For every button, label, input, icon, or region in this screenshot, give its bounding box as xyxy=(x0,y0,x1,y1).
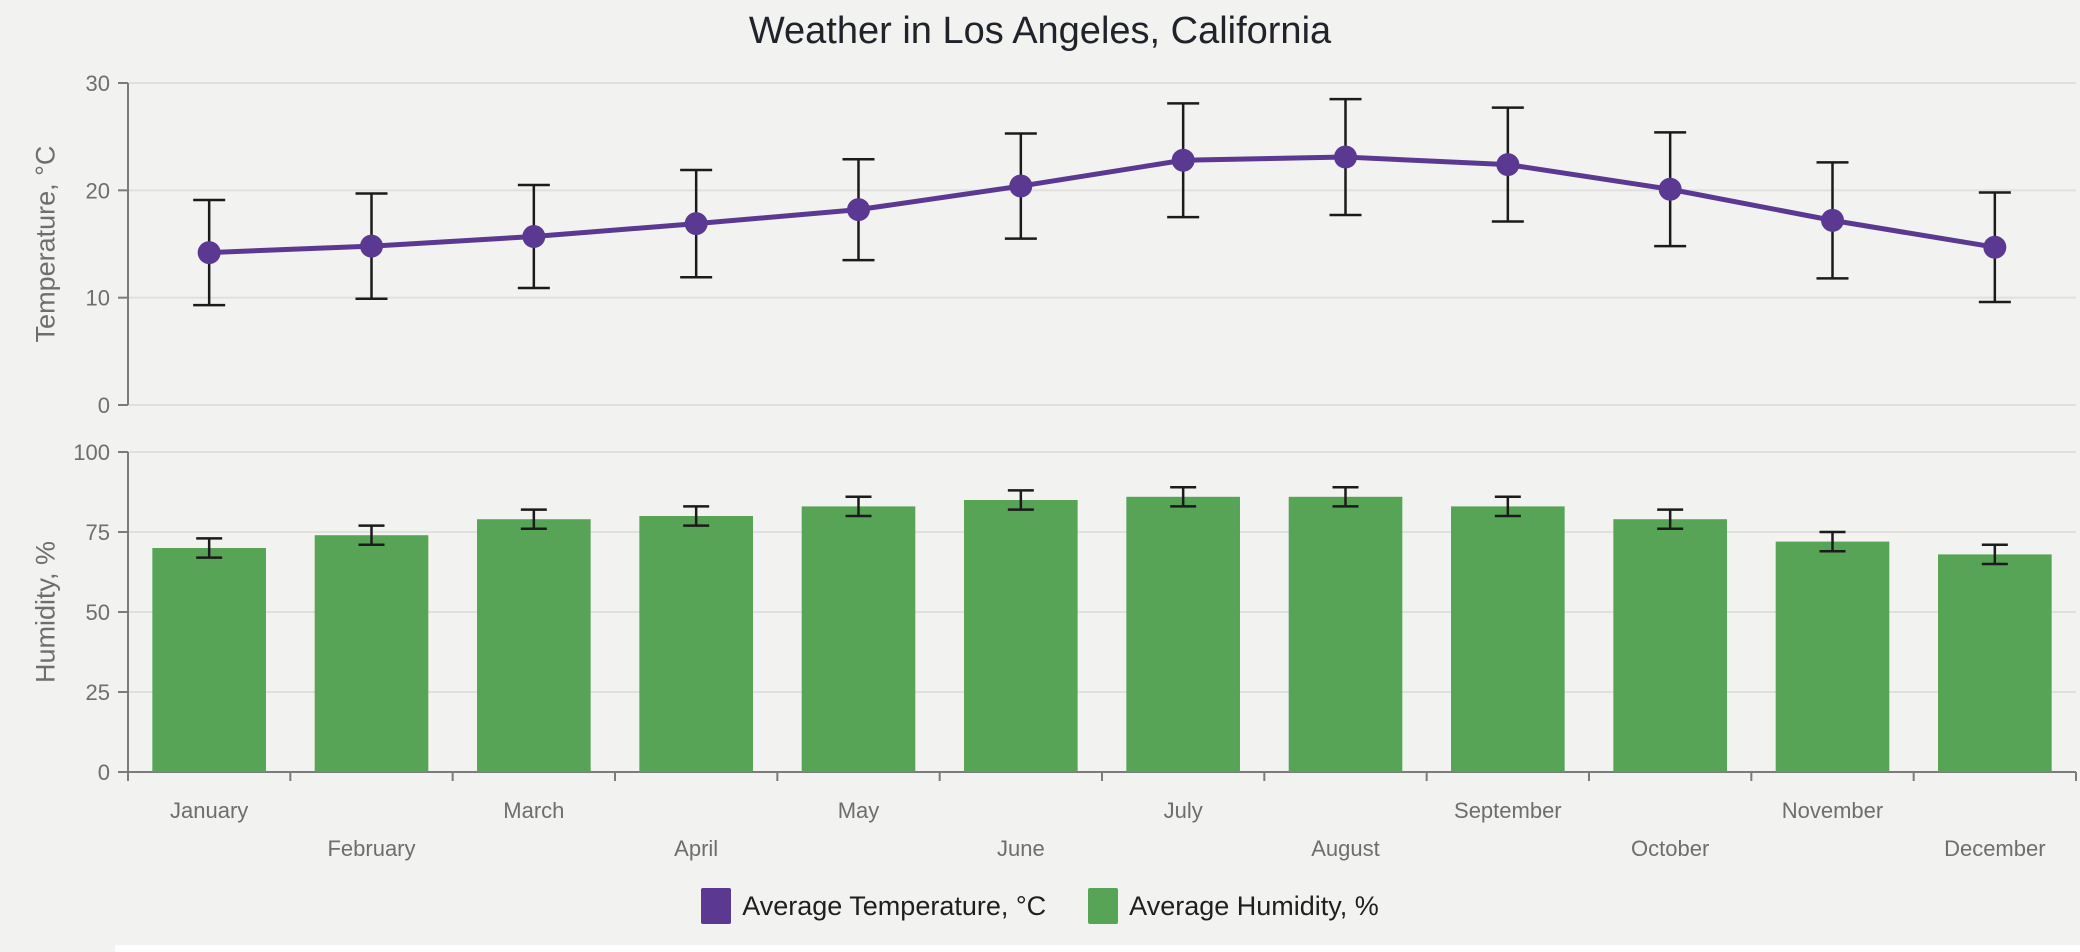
month-label: August xyxy=(1311,836,1380,861)
temperature-point[interactable] xyxy=(1983,235,2007,259)
month-label: July xyxy=(1164,798,1203,823)
y-tick-label: 0 xyxy=(98,760,110,785)
temperature-point[interactable] xyxy=(1658,177,1682,201)
chart-legend: Average Temperature, °C Average Humidity… xyxy=(0,888,2080,924)
humidity-axis-title: Humidity, % xyxy=(30,540,61,684)
y-tick-label: 100 xyxy=(73,440,110,465)
temperature-point[interactable] xyxy=(1821,208,1844,232)
month-label: November xyxy=(1782,798,1883,823)
temperature-point[interactable] xyxy=(1334,145,1357,169)
temperature-point[interactable] xyxy=(522,224,546,248)
chart-title: Weather in Los Angeles, California xyxy=(748,10,1332,52)
temperature-point[interactable] xyxy=(1496,153,1520,177)
legend-swatch-humidity-icon xyxy=(1088,888,1119,924)
y-tick-label: 30 xyxy=(86,71,110,96)
temperature-point[interactable] xyxy=(1009,174,1033,198)
humidity-bar[interactable] xyxy=(964,500,1078,772)
temperature-point[interactable] xyxy=(1171,148,1195,172)
month-label: December xyxy=(1944,836,2045,861)
y-tick-label: 75 xyxy=(86,520,110,545)
month-label: February xyxy=(327,836,415,861)
y-tick-label: 0 xyxy=(98,393,110,418)
page-bottom-strip xyxy=(115,945,2080,952)
y-tick-label: 50 xyxy=(86,600,110,625)
month-label: March xyxy=(503,798,564,823)
humidity-bar[interactable] xyxy=(1613,519,1727,772)
humidity-bar[interactable] xyxy=(152,548,266,772)
month-label: May xyxy=(838,798,880,823)
month-label: September xyxy=(1454,798,1562,823)
humidity-bar[interactable] xyxy=(314,535,429,772)
y-tick-label: 10 xyxy=(86,286,110,311)
temperature-line xyxy=(209,154,1996,256)
humidity-bar[interactable] xyxy=(639,516,753,772)
temperature-point[interactable] xyxy=(360,234,383,258)
humidity-bar[interactable] xyxy=(1126,496,1240,772)
humidity-bar[interactable] xyxy=(1775,541,1890,772)
month-label: April xyxy=(674,836,718,861)
temperature-point[interactable] xyxy=(684,212,708,236)
month-label: October xyxy=(1631,836,1709,861)
legend-swatch-temperature-icon xyxy=(701,888,732,924)
month-label: January xyxy=(170,798,248,823)
humidity-bar[interactable] xyxy=(1451,506,1565,772)
legend-label-temperature: Average Temperature, °C xyxy=(742,890,1047,921)
legend-item-humidity[interactable]: Average Humidity, % xyxy=(1088,888,1379,924)
y-tick-label: 20 xyxy=(86,178,110,203)
humidity-bar[interactable] xyxy=(477,519,591,772)
humidity-bar[interactable] xyxy=(1938,554,2052,772)
temperature-point[interactable] xyxy=(847,198,870,222)
month-label: June xyxy=(997,836,1045,861)
legend-label-humidity: Average Humidity, % xyxy=(1129,890,1379,921)
humidity-bar[interactable] xyxy=(801,506,916,772)
y-tick-label: 25 xyxy=(86,680,110,705)
temperature-point[interactable] xyxy=(197,241,221,265)
humidity-bar[interactable] xyxy=(1288,496,1403,772)
legend-item-temperature[interactable]: Average Temperature, °C xyxy=(701,888,1046,924)
temperature-axis-title: Temperature, °C xyxy=(30,145,61,343)
